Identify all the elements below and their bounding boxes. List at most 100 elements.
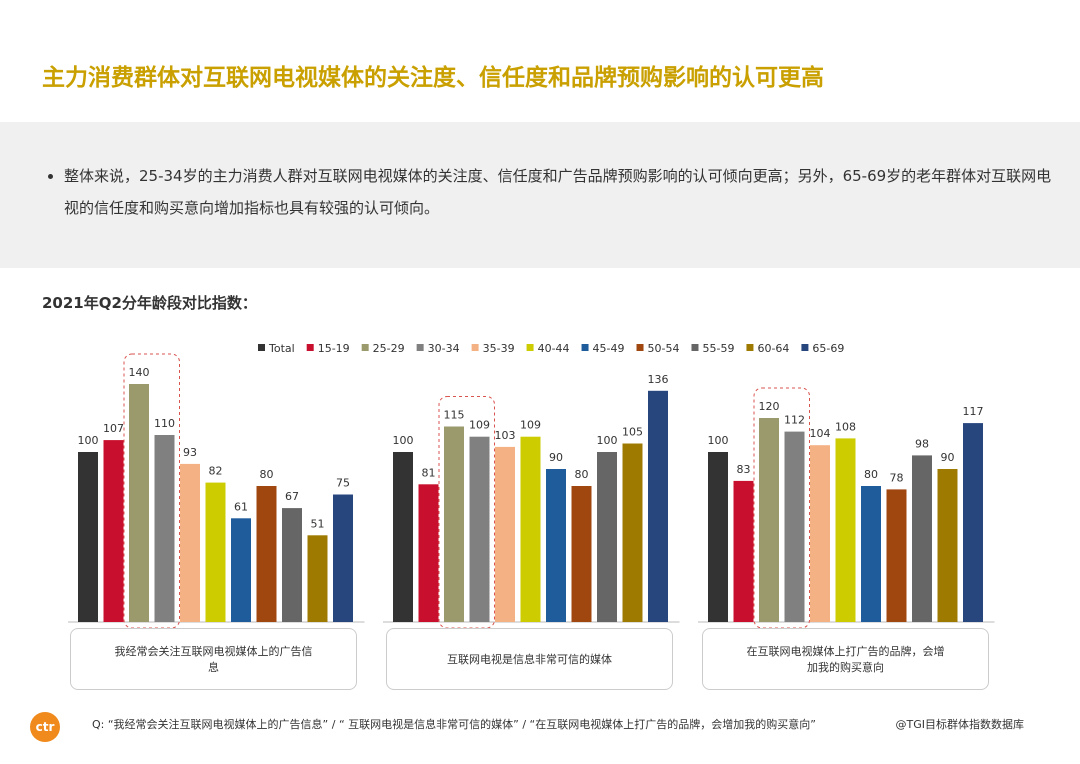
value-label: 109 (469, 419, 490, 432)
bar (103, 440, 124, 622)
value-label: 100 (597, 434, 618, 447)
value-label: 117 (963, 405, 984, 418)
bar (810, 445, 830, 622)
legend-swatch (361, 344, 369, 351)
bar (648, 390, 668, 622)
bar (307, 535, 328, 622)
value-label: 78 (890, 471, 904, 484)
bar (469, 436, 490, 622)
bar (418, 484, 439, 622)
page-title: 主力消费群体对互联网电视媒体的关注度、信任度和品牌预购影响的认可更高 (42, 65, 824, 91)
legend-label: 40-44 (538, 342, 570, 355)
value-label: 51 (311, 517, 325, 530)
legend-swatch (526, 344, 534, 351)
value-label: 108 (835, 420, 856, 433)
bar (231, 518, 251, 622)
value-label: 80 (260, 468, 274, 481)
value-label: 80 (864, 468, 878, 481)
bar (571, 486, 592, 622)
legend-label: 15-19 (318, 342, 350, 355)
bar (282, 508, 302, 622)
bar (784, 431, 805, 622)
legend-swatch (258, 344, 265, 351)
value-label: 100 (708, 434, 729, 447)
legend-swatch (636, 344, 644, 351)
category-label: 我经常会关注互联网电视媒体上的广告信息 (70, 628, 357, 690)
value-label: 110 (154, 417, 175, 430)
bar (256, 486, 277, 622)
legend-label: 55-59 (702, 342, 734, 355)
bar (835, 438, 856, 622)
source: @TGI目标群体指数数据库 (895, 718, 1025, 731)
bar (597, 452, 617, 622)
value-label: 103 (495, 429, 516, 442)
legend-label: 65-69 (812, 342, 844, 355)
value-label: 100 (78, 434, 99, 447)
category-label: 在互联网电视媒体上打广告的品牌，会增加我的购买意向 (702, 628, 989, 690)
legend-swatch (416, 344, 424, 351)
bar (154, 435, 175, 622)
bar (912, 455, 932, 622)
legend-label: 25-29 (373, 342, 405, 355)
bar (963, 423, 983, 622)
bar (861, 486, 881, 622)
legend-swatch (471, 344, 479, 351)
legend-swatch (581, 344, 589, 351)
value-label: 83 (737, 463, 751, 476)
summary-band (0, 122, 1080, 268)
value-label: 115 (444, 409, 465, 422)
bar (129, 384, 149, 622)
legend-label: 60-64 (757, 342, 789, 355)
value-label: 82 (209, 465, 223, 478)
value-label: 140 (129, 366, 150, 379)
value-label: 90 (549, 451, 563, 464)
value-label: 75 (336, 477, 350, 490)
legend-label: Total (268, 342, 295, 355)
value-label: 93 (183, 446, 197, 459)
bar (886, 489, 907, 622)
value-label: 81 (422, 466, 436, 479)
value-label: 136 (648, 373, 669, 386)
value-label: 107 (103, 422, 124, 435)
summary-bullet: 整体来说，25-34岁的主力消费人群对互联网电视媒体的关注度、信任度和广告品牌预… (64, 160, 1054, 224)
legend-swatch (746, 344, 754, 351)
value-label: 100 (393, 434, 414, 447)
legend-label: 50-54 (648, 342, 680, 355)
logo: ctr (30, 712, 60, 742)
legend-swatch (801, 344, 809, 351)
legend-label: 30-34 (428, 342, 460, 355)
summary-list: 整体来说，25-34岁的主力消费人群对互联网电视媒体的关注度、信任度和广告品牌预… (44, 160, 1054, 224)
highlight-box (438, 396, 495, 629)
value-label: 98 (915, 437, 929, 450)
bar (733, 480, 754, 622)
bar (180, 463, 200, 622)
value-label: 105 (622, 426, 643, 439)
value-label: 112 (784, 414, 805, 427)
legend-label: 35-39 (483, 342, 515, 355)
chart-subtitle: 2021年Q2分年龄段对比指数： (42, 294, 257, 312)
bar (393, 452, 413, 622)
value-label: 61 (234, 500, 248, 513)
bar (444, 426, 464, 622)
bar (333, 494, 353, 622)
value-label: 80 (575, 468, 589, 481)
bar (546, 469, 566, 622)
value-label: 67 (285, 490, 299, 503)
footnote: Q: “我经常会关注互联网电视媒体上的广告信息” / “ 互联网电视是信息非常可… (92, 718, 816, 731)
bar (205, 482, 226, 622)
bar (937, 469, 958, 622)
legend-swatch (691, 344, 699, 351)
bar (78, 452, 98, 622)
value-label: 120 (759, 400, 780, 413)
bar (520, 436, 541, 622)
legend-label: 45-49 (593, 342, 625, 355)
category-label: 互联网电视是信息非常可信的媒体 (386, 628, 673, 690)
bar (759, 418, 779, 622)
legend-swatch (306, 344, 314, 351)
bar (708, 452, 728, 622)
value-label: 104 (810, 427, 831, 440)
bar (622, 443, 643, 622)
value-label: 109 (520, 419, 541, 432)
